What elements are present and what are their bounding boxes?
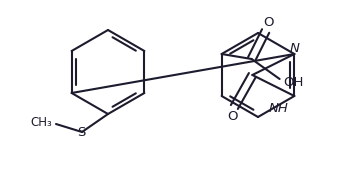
- Text: OH: OH: [284, 76, 304, 89]
- Text: NH: NH: [268, 102, 288, 115]
- Text: S: S: [77, 127, 85, 140]
- Text: N: N: [289, 42, 299, 55]
- Text: CH₃: CH₃: [30, 116, 52, 129]
- Text: O: O: [227, 110, 238, 123]
- Text: O: O: [264, 16, 274, 30]
